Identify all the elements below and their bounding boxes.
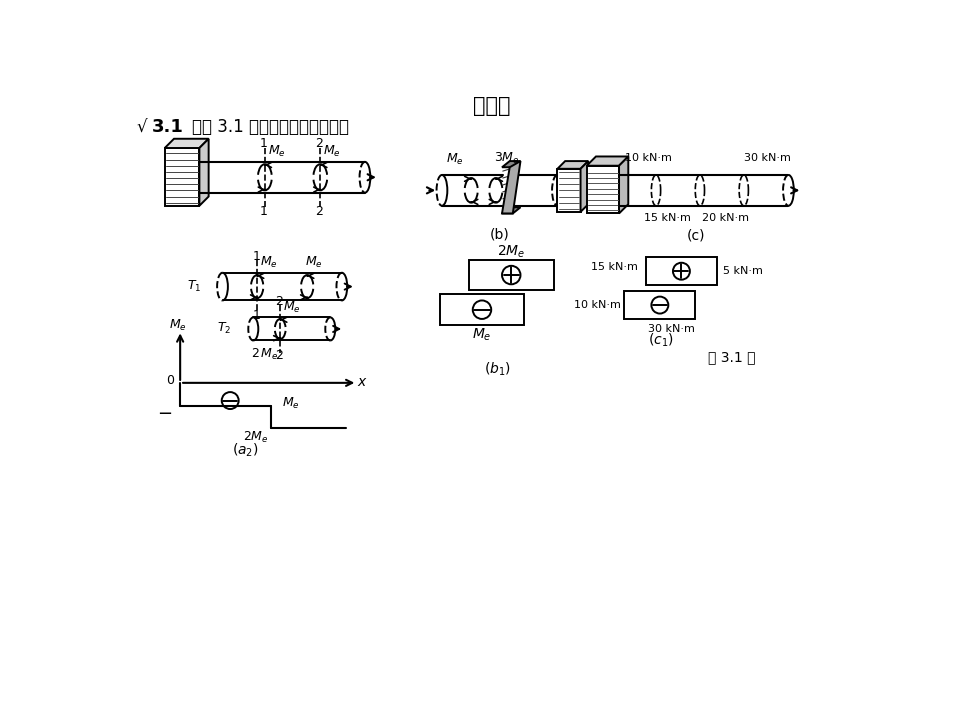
Text: 1: 1 (260, 204, 268, 217)
Text: $(b_1)$: $(b_1)$ (484, 361, 511, 379)
Text: √: √ (136, 118, 147, 136)
Text: $-$: $-$ (157, 403, 173, 421)
Text: $M_e$: $M_e$ (472, 327, 492, 343)
Text: $M_e$: $M_e$ (268, 143, 286, 158)
Polygon shape (165, 148, 200, 206)
Text: $M_e$: $M_e$ (324, 143, 341, 158)
Text: 2: 2 (276, 349, 283, 362)
Text: 1: 1 (252, 250, 260, 263)
Text: $T_2$: $T_2$ (218, 321, 231, 336)
Text: 0: 0 (166, 374, 174, 387)
Text: 15 kN·m: 15 kN·m (591, 261, 638, 271)
Bar (468, 260, 554, 290)
Text: 1: 1 (260, 137, 268, 150)
Polygon shape (587, 156, 628, 166)
Text: 30 kN·m: 30 kN·m (648, 324, 695, 334)
Text: 作题 3.1 图所示各杆的扆矩图。: 作题 3.1 图所示各杆的扆矩图。 (192, 118, 348, 136)
Polygon shape (558, 168, 581, 212)
Text: 题 3.1 图: 题 3.1 图 (708, 351, 756, 364)
Text: 20 kN·m: 20 kN·m (702, 213, 749, 223)
Text: $M_e$: $M_e$ (169, 318, 187, 333)
Polygon shape (581, 161, 588, 212)
Text: 2: 2 (316, 204, 324, 217)
Text: (c): (c) (686, 228, 706, 242)
Polygon shape (502, 161, 520, 213)
Polygon shape (587, 166, 619, 213)
Text: 3.1: 3.1 (152, 118, 183, 136)
Text: $T_1$: $T_1$ (186, 279, 201, 294)
Text: 10 kN·m: 10 kN·m (625, 153, 672, 163)
Text: $2M_e$: $2M_e$ (243, 430, 269, 445)
Text: $M_e$: $M_e$ (283, 300, 301, 315)
Text: 5 kN·m: 5 kN·m (723, 266, 763, 276)
Text: $2\,M_e$: $2\,M_e$ (251, 347, 278, 362)
Text: 30 kN·m: 30 kN·m (744, 153, 791, 163)
Text: 第三章: 第三章 (473, 96, 511, 116)
Bar (646, 257, 717, 285)
Polygon shape (200, 139, 208, 206)
Text: $M_e$: $M_e$ (260, 255, 278, 270)
Text: 15 kN·m: 15 kN·m (644, 213, 690, 223)
Text: $M_e$: $M_e$ (282, 396, 300, 411)
Text: $\it{x}$: $\it{x}$ (357, 375, 368, 389)
Polygon shape (558, 161, 588, 168)
Polygon shape (502, 207, 520, 213)
Bar (624, 291, 695, 319)
Text: (b): (b) (490, 228, 510, 241)
Text: 10 kN·m: 10 kN·m (574, 300, 620, 310)
Text: $(a_2)$: $(a_2)$ (232, 441, 259, 459)
Text: 1: 1 (252, 310, 260, 323)
Text: 2: 2 (276, 294, 283, 307)
Text: $3M_e$: $3M_e$ (493, 150, 519, 166)
Text: $(c_1)$: $(c_1)$ (649, 332, 674, 349)
Text: $M_e$: $M_e$ (305, 255, 323, 270)
Polygon shape (165, 139, 208, 148)
Polygon shape (502, 161, 520, 167)
Polygon shape (619, 156, 628, 213)
Text: 2: 2 (316, 137, 324, 150)
Bar (440, 294, 524, 325)
Text: $2M_e$: $2M_e$ (497, 244, 525, 260)
Text: $M_e$: $M_e$ (445, 152, 464, 167)
